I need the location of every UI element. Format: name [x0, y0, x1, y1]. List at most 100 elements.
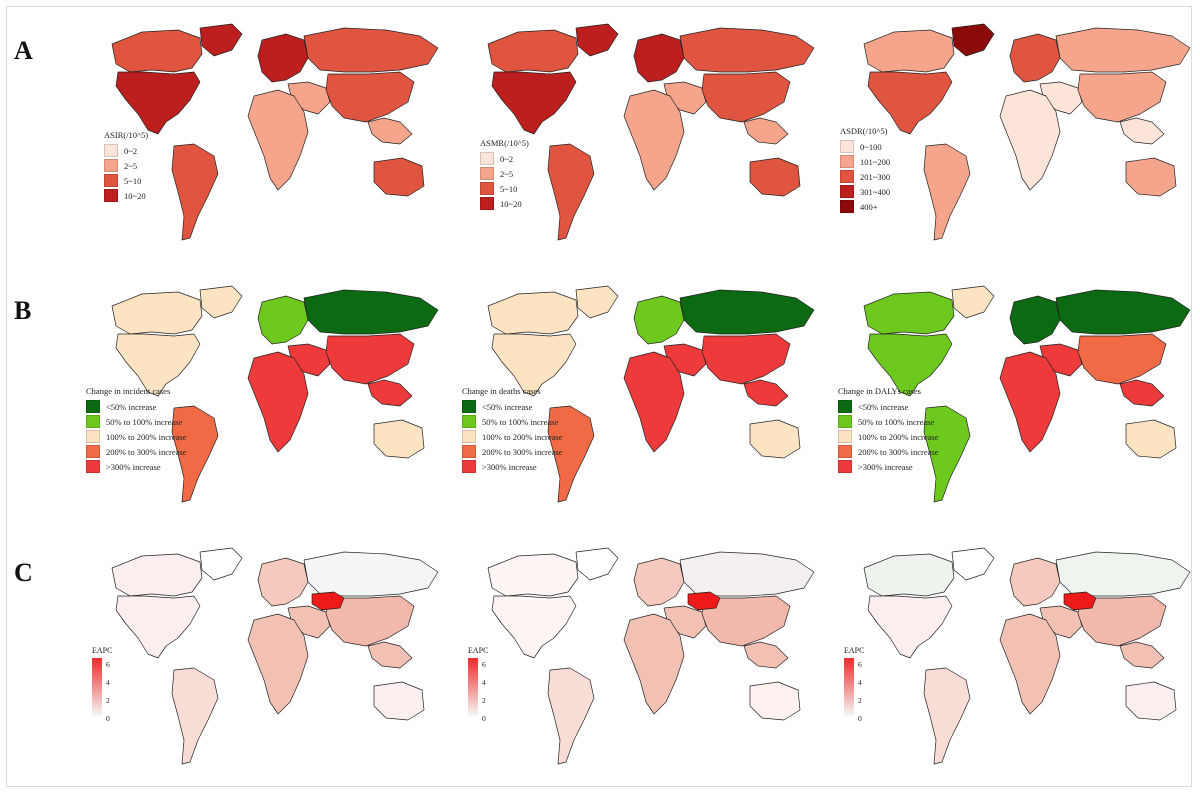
gradient-tick: 6 [106, 660, 110, 669]
gradient-bar [92, 658, 102, 716]
region-ru [303, 289, 439, 335]
legend-title: EAPC [844, 646, 865, 655]
legend-label: 200% to 300% increase [858, 446, 939, 457]
legend-title: ASMR(/10^5) [480, 138, 529, 148]
legend: ASMR(/10^5) 0~2 2~5 5~10 10~20 [480, 138, 529, 212]
legend-label: 400+ [860, 201, 878, 212]
region-ru [679, 27, 815, 73]
region-au [1125, 157, 1177, 197]
region-au [749, 681, 801, 721]
gradient-tick: 4 [858, 678, 862, 687]
region-na [867, 333, 953, 397]
legend-swatch [462, 415, 476, 428]
legend-label: 0~2 [124, 145, 138, 156]
legend-label: 2~5 [500, 168, 514, 179]
legend-label: 201~300 [860, 171, 891, 182]
region-as [325, 595, 415, 647]
legend-label: >300% increase [858, 461, 913, 472]
legend-item: 101~200 [840, 155, 890, 168]
region-sea [1119, 379, 1165, 407]
region-sa [547, 667, 595, 765]
legend-item: 10~20 [104, 189, 148, 202]
region-ru [303, 27, 439, 73]
legend-label: 50% to 100% increase [482, 416, 559, 427]
region-na [867, 595, 953, 659]
region-gl [575, 285, 619, 319]
legend-label: 2~5 [124, 160, 138, 171]
world-map [487, 23, 815, 241]
map-panel-a1 [82, 10, 454, 250]
legend-item: 100% to 200% increase [86, 430, 187, 443]
gradient-tick: 0 [106, 714, 110, 723]
world-map [111, 23, 439, 241]
row-label-c: C [14, 558, 33, 587]
region-sa [547, 143, 595, 241]
legend-item: 0~2 [104, 144, 148, 157]
region-gl [575, 23, 619, 57]
legend-label: 10~20 [500, 198, 522, 209]
legend-label: 0~2 [500, 153, 514, 164]
region-au [749, 419, 801, 459]
legend-swatch [838, 460, 852, 473]
region-as [325, 71, 415, 123]
legend-label: 5~10 [124, 175, 142, 186]
region-sea [1119, 641, 1165, 669]
legend-swatch [462, 400, 476, 413]
legend-swatch [86, 415, 100, 428]
legend-item: 10~20 [480, 197, 529, 210]
region-kz [687, 591, 721, 611]
region-af [999, 351, 1061, 453]
gradient-bar [844, 658, 854, 716]
gradient-bar [468, 658, 478, 716]
legend-swatch [462, 445, 476, 458]
legend-swatch [480, 182, 494, 195]
region-as [1077, 595, 1167, 647]
legend-item: 5~10 [480, 182, 529, 195]
region-sa [171, 405, 219, 503]
region-gl [951, 285, 995, 319]
gradient-legend: EAPC 6 4 2 0 [468, 646, 508, 726]
region-af [247, 351, 309, 453]
region-sea [367, 641, 413, 669]
legend-swatch [86, 460, 100, 473]
region-as [325, 333, 415, 385]
region-ca [111, 29, 203, 73]
legend-item: 50% to 100% increase [838, 415, 939, 428]
world-map [487, 547, 815, 765]
legend-label: 10~20 [124, 190, 146, 201]
legend-swatch [480, 152, 494, 165]
region-as [1077, 333, 1167, 385]
legend-swatch [480, 197, 494, 210]
region-kz [1063, 591, 1097, 611]
legend-swatch [838, 400, 852, 413]
map-panel-b3 [834, 272, 1200, 512]
map-panel-a3 [834, 10, 1200, 250]
legend-title: ASDR(/10^5) [840, 126, 888, 136]
region-gl [199, 23, 243, 57]
region-as [701, 71, 791, 123]
region-sea [367, 117, 413, 145]
region-gl [575, 547, 619, 581]
region-af [623, 613, 685, 715]
legend-item: 0~2 [480, 152, 529, 165]
gradient-tick: 6 [482, 660, 486, 669]
region-eu [257, 295, 309, 345]
legend-swatch [480, 167, 494, 180]
region-ru [303, 551, 439, 597]
legend-label: 50% to 100% increase [106, 416, 183, 427]
region-au [373, 681, 425, 721]
legend-label: >300% increase [106, 461, 161, 472]
region-gl [199, 285, 243, 319]
gradient-tick: 2 [106, 696, 110, 705]
legend-label: 0~100 [860, 141, 882, 152]
gradient-tick: 2 [858, 696, 862, 705]
row-label-a: A [14, 36, 33, 65]
region-af [247, 89, 309, 191]
gradient-tick: 0 [858, 714, 862, 723]
region-na [491, 595, 577, 659]
region-ca [863, 29, 955, 73]
legend-swatch [840, 170, 854, 183]
region-sa [171, 143, 219, 241]
legend-swatch [104, 174, 118, 187]
region-sea [367, 379, 413, 407]
